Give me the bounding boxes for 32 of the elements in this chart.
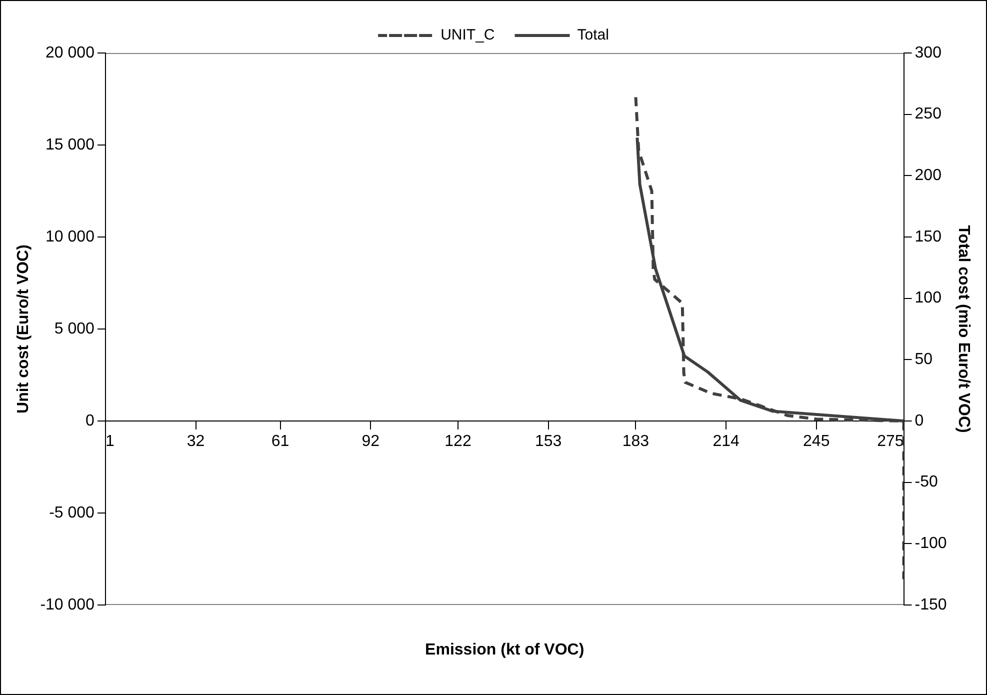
y-axis-title: Unit cost (Euro/t VOC)	[15, 244, 32, 414]
legend-label: Total	[577, 26, 609, 44]
y2-tick-label: 150	[914, 228, 942, 246]
legend-label: UNIT_C	[440, 26, 495, 44]
x-tick-label: 1	[105, 433, 114, 450]
x-tick-label: 275	[877, 433, 904, 450]
x-tick-label: 183	[622, 433, 650, 450]
y2-tick-label: 50	[914, 351, 933, 368]
y-tick-label: 20 000	[46, 44, 95, 62]
y2-tick-label: 100	[914, 290, 942, 307]
y-tick-label: 5 000	[54, 320, 95, 338]
x-tick-label: 214	[712, 433, 740, 450]
x-tick-label: 122	[444, 433, 472, 450]
y-tick-label: 0	[86, 412, 95, 430]
y2-tick-label: -100	[914, 535, 947, 552]
y2-axis-title: Total cost (mio Euro/t VOC)	[954, 225, 972, 433]
x-tick-label: 153	[534, 433, 562, 450]
y2-tick-label: -50	[914, 474, 938, 491]
x-tick-label: 61	[271, 433, 290, 450]
x-tick-label: 245	[803, 433, 830, 450]
y2-tick-label: -150	[914, 596, 947, 614]
y2-tick-label: 0	[914, 412, 924, 430]
y2-tick-label: 300	[914, 44, 942, 62]
y-tick-label: -10 000	[40, 596, 95, 614]
y2-tick-label: 200	[914, 167, 942, 184]
x-tick-label: 32	[186, 433, 205, 450]
y2-tick-label: 250	[914, 106, 942, 123]
x-axis-title: Emission (kt of VOC)	[425, 641, 584, 658]
x-tick-label: 92	[362, 433, 380, 450]
y-tick-label: 15 000	[46, 136, 95, 154]
y-tick-label: -5 000	[49, 504, 95, 522]
y-tick-label: 10 000	[46, 228, 95, 246]
